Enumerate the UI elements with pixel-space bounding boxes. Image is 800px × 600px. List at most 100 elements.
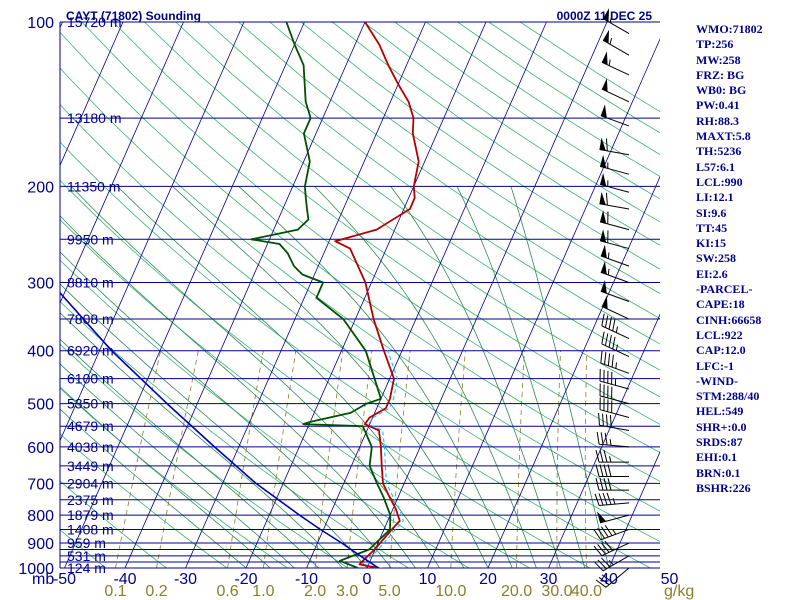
sounding-index: TP:256 [696, 37, 734, 52]
temperature-labels: -50 -40 -30 -20 -10 0 10 20 30 40 50 [53, 571, 679, 588]
wind-barb [602, 29, 630, 56]
sounding-index: L57:6.1 [696, 159, 735, 174]
wind-barb [601, 295, 630, 320]
wind-barb [595, 464, 629, 478]
parcel-trajectory [60, 291, 379, 568]
temperature-tick-label: -50 [53, 571, 76, 588]
wind-barb [602, 8, 630, 35]
temperature-profile [334, 22, 420, 568]
sounding-index: LCL:990 [696, 174, 743, 189]
isotherm-line [366, 22, 608, 568]
virtual-temperature-profile [362, 350, 404, 568]
wind-barb [600, 260, 630, 283]
sounding-index: EHI:0.1 [696, 450, 738, 465]
sounding-index: FRZ: BG [696, 67, 745, 82]
temperature-tick-label: -10 [295, 571, 318, 588]
sounding-index: SI:9.6 [696, 205, 727, 220]
wind-barb [599, 229, 630, 250]
isobars [59, 21, 660, 569]
isotherm-line [124, 22, 366, 568]
isotherm-line [0, 22, 2, 568]
sounding-index: -PARCEL- [696, 282, 753, 297]
height-label: 2375 m [67, 492, 114, 508]
height-label: 9950 m [67, 231, 114, 247]
wind-barb [599, 172, 630, 193]
mixing-ratio-label: 0.2 [145, 583, 167, 600]
mixing-ratio-line [556, 350, 561, 568]
wind-barb [599, 191, 630, 210]
height-label: 8810 m [67, 275, 114, 291]
wind-barb [593, 525, 630, 541]
temperature-tick-label: -40 [113, 571, 136, 588]
sounding-index: SRDS:87 [696, 435, 743, 450]
pressure-tick-label: 100 [27, 15, 54, 32]
mixing-ratio-label: 40.0 [571, 583, 602, 600]
temperature-tick-label: -20 [234, 571, 257, 588]
sounding-index: MAXT:5.8 [696, 129, 751, 144]
wind-barb [601, 313, 630, 340]
mixing-ratio-lines [115, 350, 588, 568]
isotherm-line [60, 22, 184, 304]
chart-title: CAYT (71802) Sounding [66, 9, 201, 23]
wind-barb [599, 368, 630, 390]
pressure-tick-label: 900 [27, 536, 54, 553]
temperature-tick-label: 30 [540, 571, 558, 588]
wind-barb [594, 492, 630, 507]
sounding-index: BRN:0.1 [696, 465, 741, 480]
wind-barb [601, 331, 630, 358]
sounding-index: SW:258 [696, 251, 737, 266]
pressure-tick-label: 700 [27, 476, 54, 493]
mixing-ratio-line [156, 350, 199, 568]
height-label: 4038 m [67, 439, 114, 455]
sounding-index: SHR+:0.0 [696, 419, 747, 434]
pressure-labels: 100 200 300 400 500 600 700 800 900 1000 [18, 15, 54, 578]
sounding-index: CINH:66658 [696, 312, 762, 327]
sounding-index: RH:88.3 [696, 113, 739, 128]
temperature-tick-label: -30 [174, 571, 197, 588]
sounding-index: HEL:549 [696, 404, 744, 419]
isotherm-line [487, 175, 660, 568]
isotherm-line [64, 22, 305, 568]
height-label: 124 m [67, 560, 106, 576]
wind-barbs [593, 8, 630, 588]
sounding-index: WB0: BG [696, 83, 747, 98]
mixing-ratio-labels: 0.1 0.2 0.6 1.0 2.0 3.0 5.0 10.0 20.0 30.040.0 [104, 583, 602, 600]
height-label: 4679 m [67, 418, 114, 434]
height-label: 15720 m [67, 14, 121, 30]
isotherm-line [185, 22, 426, 568]
height-label: 6920 m [67, 343, 114, 359]
isotherm-line [306, 22, 547, 568]
temperature-tick-label: 0 [363, 571, 372, 588]
height-label: 1408 m [67, 521, 114, 537]
wind-barb [595, 477, 629, 491]
mixing-ratio-line [263, 350, 297, 568]
sounding-index: LCL:922 [696, 327, 743, 342]
wind-barb [601, 78, 630, 103]
wind-barb [599, 137, 630, 156]
sounding-index: TH:5236 [696, 144, 742, 159]
height-labels: 15720 m 13180 m 11350 m 9950 m 8810 m 7808 m 6… [67, 14, 121, 576]
height-label: 2904 m [67, 475, 114, 491]
temperature-tick-label: 10 [419, 571, 437, 588]
pressure-tick-label: 600 [27, 440, 54, 457]
sounding-index: EI:2.6 [696, 266, 728, 281]
moist-adiabat-line [60, 283, 368, 568]
dewpoint-profile [250, 22, 392, 568]
mixing-ratio-unit-label: g/kg [664, 583, 694, 600]
sounding-index: MW:258 [696, 52, 741, 67]
wind-barb [600, 244, 630, 267]
mixing-ratio-label: 0.1 [104, 583, 126, 600]
wind-barb [593, 540, 630, 557]
sounding-index: TT:45 [696, 220, 728, 235]
pressure-tick-label: 200 [27, 179, 54, 196]
wind-barb [600, 279, 630, 302]
pressure-tick-label: 1000 [18, 561, 54, 578]
moist-adiabat-line [60, 251, 392, 568]
height-label: 3449 m [67, 458, 114, 474]
height-label: 6100 m [67, 371, 114, 387]
height-label: 13180 m [67, 110, 121, 126]
wind-barb [599, 383, 630, 405]
moist-adiabat-line [456, 186, 586, 568]
wind-barb [596, 431, 630, 448]
